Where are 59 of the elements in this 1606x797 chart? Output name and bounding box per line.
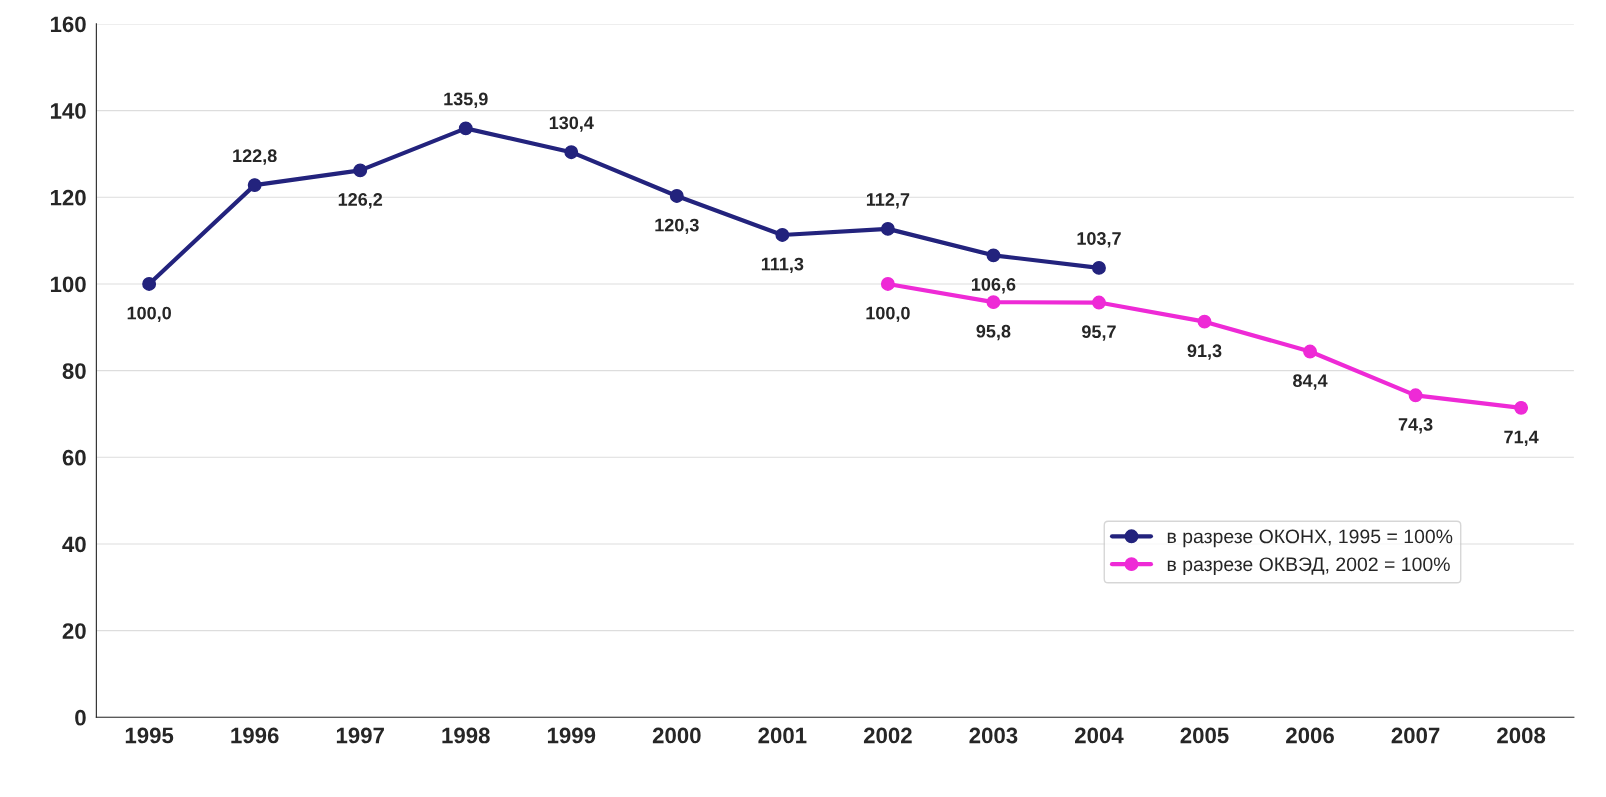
data-label: 112,7 [866,193,910,209]
point [247,178,262,193]
data-label: 71,4 [1504,430,1539,446]
point [986,295,1001,310]
data-label: 84,4 [1293,374,1328,390]
y-tick-label: 160 [50,16,86,33]
point [1092,295,1106,310]
y-tick-label: 100 [50,276,86,293]
legend-label: в разрезе ОКВЭД, 2002 = 100% [1167,557,1450,575]
data-label: 135,9 [444,92,488,108]
x-tick-label: 1999 [547,727,596,744]
data-label: 120,3 [655,218,699,235]
data-label: 91,3 [1187,344,1222,360]
point [142,276,157,291]
data-label: 95,7 [1082,325,1116,341]
x-tick-label: 2007 [1391,727,1440,744]
point [458,121,473,136]
point [775,228,790,242]
x-tick-label: 1997 [336,727,384,744]
x-tick-label: 1996 [231,727,279,744]
x-tick-label: 2000 [652,727,701,744]
point [669,189,684,203]
x-tick-label: 1995 [125,727,174,744]
point [1408,388,1423,403]
data-label: 103,7 [1077,232,1121,248]
y-tick-label: 80 [62,363,86,379]
data-label: 111,3 [761,257,804,274]
data-label: 100,0 [127,306,171,323]
data-label: 95,8 [976,324,1011,341]
x-tick-label: 1998 [442,727,490,744]
x-tick-label: 2001 [758,727,807,744]
x-tick-label: 2002 [863,727,912,744]
point [353,163,368,178]
x-tick-label: 2003 [969,727,1018,744]
point [880,276,895,291]
x-tick-label: 2004 [1075,727,1124,744]
point [1092,260,1106,275]
y-tick-label: 20 [62,623,86,639]
y-tick-label: 140 [50,103,86,119]
y-tick-label: 120 [50,189,86,206]
y-tick-label: 40 [62,536,86,553]
x-tick-label: 2005 [1180,727,1229,744]
data-label: 100,0 [866,306,910,323]
data-label: 122,8 [233,149,277,165]
point [1514,400,1529,415]
point [880,221,895,236]
legend-label: в разрезе ОКОНХ, 1995 = 100% [1167,529,1453,548]
data-label: 130,4 [549,116,594,132]
x-tick-label: 2008 [1497,727,1546,744]
data-label: 106,6 [971,278,1016,294]
point [564,145,579,160]
y-tick-label: 0 [75,709,86,726]
data-label: 74,3 [1398,418,1433,434]
data-label: 126,2 [338,193,383,209]
x-tick-label: 2006 [1286,727,1334,744]
point [986,248,1001,263]
y-tick-label: 60 [62,449,86,466]
point [1197,314,1212,329]
point [1303,344,1317,359]
